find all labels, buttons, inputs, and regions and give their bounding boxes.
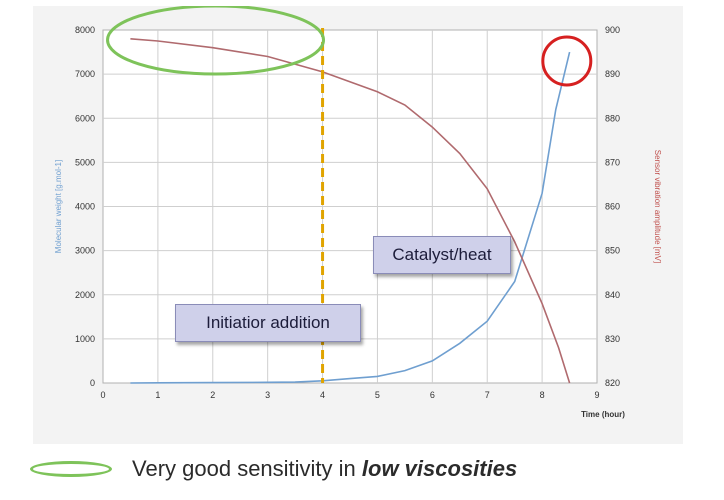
x-tick-label: 6 (430, 390, 435, 400)
y-right-tick-label: 880 (605, 113, 620, 123)
y-left-tick-label: 1000 (75, 334, 95, 344)
y-left-tick-label: 3000 (75, 246, 95, 256)
x-tick-label: 9 (594, 390, 599, 400)
catalyst-heat-callout: Catalyst/heat (373, 236, 511, 274)
y-right-tick-label: 830 (605, 334, 620, 344)
legend-text-normal: Very good sensitivity in (132, 456, 362, 481)
x-tick-label: 1 (155, 390, 160, 400)
sensor-amplitude-line (130, 38, 571, 384)
legend-text-emphasis: low viscosities (361, 456, 518, 481)
y-right-tick-label: 840 (605, 290, 620, 300)
y-left-tick-label: 5000 (75, 157, 95, 167)
x-tick-label: 3 (265, 390, 270, 400)
legend-text: Very good sensitivity in low viscosities (132, 456, 517, 482)
y-right-tick-label: 900 (605, 25, 620, 35)
x-tick-label: 2 (210, 390, 215, 400)
x-tick-label: 4 (320, 390, 325, 400)
y-left-tick-label: 4000 (75, 202, 95, 212)
chart-panel: 0 1 2 3 4 5 6 7 8 9 0 1000 2000 3000 4000 5000 6000 7000 8… (33, 6, 683, 444)
endpoint-highlight-circle (541, 35, 593, 87)
y-right-tick-label: 850 (605, 246, 620, 256)
x-tick-label: 7 (485, 390, 490, 400)
y-right-tick-label: 890 (605, 69, 620, 79)
legend-row: Very good sensitivity in low viscosities (30, 452, 720, 486)
low-viscosity-highlight-ellipse (106, 6, 325, 76)
green-ellipse-icon (30, 461, 112, 477)
y-right-tick-label: 860 (605, 202, 620, 212)
y-left-tick-label: 8000 (75, 25, 95, 35)
x-tick-label: 0 (100, 390, 105, 400)
initiator-addition-callout: Initiatior addition (175, 304, 361, 342)
chart-svg: 0 1 2 3 4 5 6 7 8 9010002000300040005000600070008… (54, 6, 662, 419)
y-left-tick-label: 6000 (75, 113, 95, 123)
y-left-tick-label: 0 (90, 378, 95, 388)
x-tick-label: 8 (540, 390, 545, 400)
y-right-axis-title: Sensor vibration amplitude [mV] (653, 150, 662, 263)
y-right-tick-label: 820 (605, 378, 620, 388)
y-left-axis-title: Molecular weight [g.mol-1] (54, 160, 63, 253)
y-left-tick-label: 2000 (75, 290, 95, 300)
x-tick-label: 5 (375, 390, 380, 400)
y-right-tick-label: 870 (605, 157, 620, 167)
molecular-weight-line (130, 51, 571, 384)
y-left-tick-label: 7000 (75, 69, 95, 79)
x-axis-title: Time (hour) (581, 410, 625, 419)
